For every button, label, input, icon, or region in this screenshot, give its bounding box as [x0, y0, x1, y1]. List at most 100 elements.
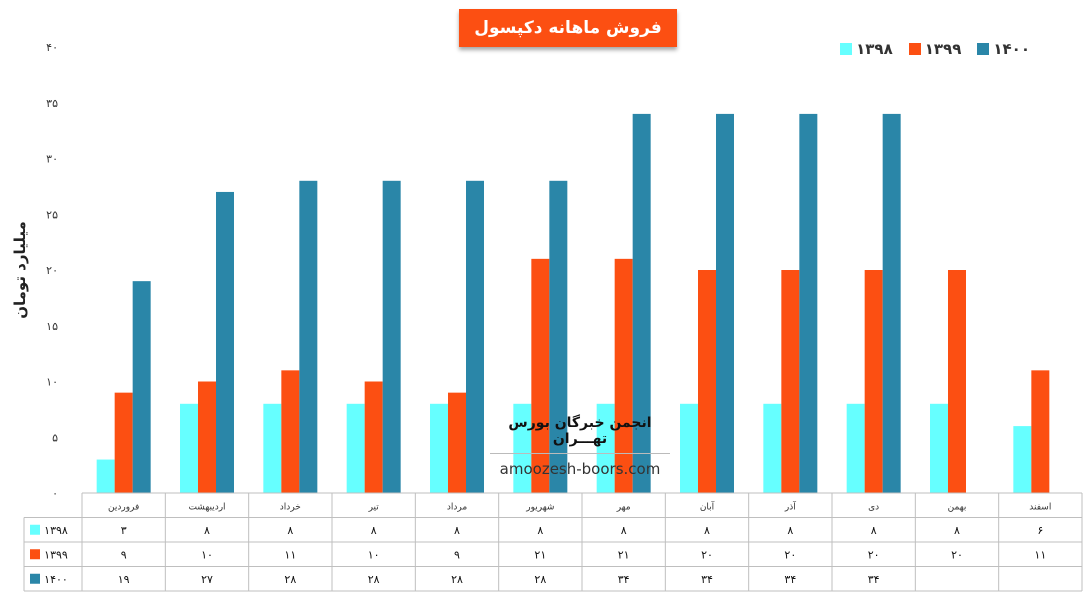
data-label: ۱۱	[284, 548, 296, 561]
data-label: ۸	[371, 524, 377, 537]
bar	[430, 403, 448, 493]
legend-label-1398: ۱۳۹۸	[856, 40, 893, 58]
bar	[364, 381, 383, 493]
data-label: ۳۴	[701, 573, 713, 586]
table-legend-swatch	[30, 573, 40, 584]
legend-swatch-1398	[840, 43, 853, 55]
data-label: ۱۱	[1034, 548, 1046, 561]
data-label: ۲۷	[201, 573, 213, 586]
data-label: ۱۰	[201, 548, 213, 561]
watermark-name: انجمن خبرگان بورس تهـــران	[490, 415, 670, 454]
chart-title: فروش ماهانه دکپسول	[459, 9, 677, 47]
bar	[114, 392, 133, 493]
data-label: ۹	[121, 548, 127, 561]
data-label: ۳	[121, 524, 127, 537]
legend-label-1400: ۱۴۰۰	[993, 40, 1030, 58]
bar	[698, 270, 716, 493]
bar	[632, 113, 651, 494]
legend-label-1399: ۱۳۹۹	[924, 40, 962, 58]
bar	[930, 403, 948, 493]
table-series-name: ۱۳۹۸	[44, 524, 68, 537]
watermark: انجمن خبرگان بورس تهـــران amoozesh-boor…	[490, 415, 670, 478]
y-axis-label: میلیارد تومان	[11, 221, 29, 319]
data-label: ۲۰	[784, 548, 796, 561]
data-label: ۱۹	[118, 573, 130, 586]
data-label: ۲۸	[284, 573, 296, 586]
bar	[882, 113, 901, 494]
data-label: ۲۱	[618, 548, 630, 561]
table-series-name: ۱۳۹۹	[44, 548, 68, 561]
legend-swatch-1399	[908, 43, 921, 55]
bar	[132, 281, 151, 493]
bar	[716, 113, 734, 494]
x-tick-label: مرداد	[447, 502, 467, 512]
data-label: ۱۰	[368, 548, 380, 561]
data-label: ۲۱	[534, 548, 546, 561]
table-legend-swatch	[30, 549, 40, 560]
legend-item-1399: ۱۳۹۹	[908, 40, 962, 58]
bar	[180, 403, 198, 493]
data-label: ۲۰	[868, 548, 880, 561]
x-tick-label: شهریور	[525, 502, 554, 512]
bar	[216, 191, 234, 493]
data-label: ۶	[1037, 524, 1043, 537]
data-label: ۸	[204, 524, 210, 537]
data-label: ۲۸	[368, 573, 380, 586]
data-label: ۸	[704, 524, 710, 537]
bar	[948, 270, 966, 493]
bar	[781, 270, 800, 493]
data-label: ۲۰	[701, 548, 713, 561]
x-tick-label: آبان	[700, 500, 715, 512]
bar	[263, 403, 282, 493]
y-tick-label: ۵	[52, 431, 58, 444]
y-tick-label: ۰	[52, 487, 58, 500]
x-tick-label: بهمن	[948, 502, 967, 512]
data-label: ۸	[537, 524, 543, 537]
legend-item-1398: ۱۳۹۸	[840, 40, 893, 58]
data-label: ۹	[454, 548, 460, 561]
x-tick-label: آذر	[784, 500, 796, 512]
data-label: ۲۸	[451, 573, 463, 586]
data-label: ۸	[954, 524, 960, 537]
bar	[96, 459, 115, 493]
bar	[448, 392, 466, 493]
y-tick-label: ۳۰	[46, 153, 58, 166]
data-label: ۳۴	[868, 573, 880, 586]
data-label: ۳۴	[618, 573, 630, 586]
y-tick-label: ۴۰	[46, 41, 58, 54]
table-series-name: ۱۴۰۰	[44, 573, 68, 586]
data-label: ۲۰	[951, 548, 963, 561]
x-tick-label: خرداد	[280, 502, 301, 512]
x-tick-label: تیر	[368, 502, 380, 512]
legend-item-1400: ۱۴۰۰	[977, 40, 1030, 58]
y-tick-label: ۲۵	[46, 208, 58, 221]
bar	[513, 403, 532, 493]
table-legend-swatch	[30, 524, 40, 535]
bar	[198, 381, 216, 493]
bar	[1013, 426, 1032, 493]
x-tick-label: اسفند	[1029, 502, 1051, 512]
bar	[531, 258, 550, 493]
bar	[614, 258, 633, 493]
y-tick-label: ۲۰	[46, 264, 58, 277]
legend: ۱۳۹۸ ۱۳۹۹ ۱۴۰۰	[840, 40, 1030, 58]
bar	[680, 403, 698, 493]
data-label: ۸	[621, 524, 627, 537]
x-tick-label: دی	[868, 502, 879, 512]
bar	[763, 403, 782, 493]
x-tick-label: مهر	[616, 502, 631, 512]
data-label: ۸	[871, 524, 877, 537]
bar	[799, 113, 818, 494]
bar	[299, 180, 318, 494]
bar	[846, 403, 865, 493]
data-label: ۸	[454, 524, 460, 537]
bar	[466, 180, 484, 494]
bar	[382, 180, 401, 494]
legend-swatch-1400	[977, 43, 990, 55]
y-tick-label: ۱۵	[46, 320, 58, 333]
data-label: ۲۸	[534, 573, 546, 586]
bar	[596, 403, 615, 493]
bar	[549, 180, 568, 494]
